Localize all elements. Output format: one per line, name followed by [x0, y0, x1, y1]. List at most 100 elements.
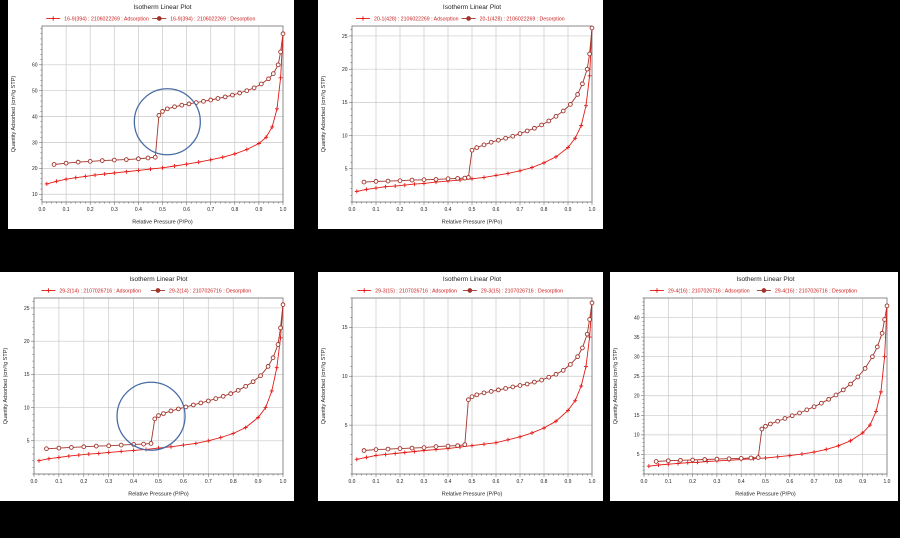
circle-marker-icon: [532, 125, 537, 131]
circle-marker-icon: [270, 355, 276, 361]
x-tick-label: 0.7: [207, 207, 214, 213]
circle-marker-icon: [201, 98, 206, 104]
circle-marker-icon: [421, 445, 427, 450]
x-tick-label: 0.8: [835, 479, 842, 485]
y-axis-label: Quantity Adsorbed (cm³/g STP): [321, 76, 327, 153]
circle-marker-icon: [118, 442, 124, 448]
plus-marker-icon: [278, 75, 283, 80]
circle-marker-icon: [156, 112, 162, 118]
chart-canvas: 0.0 0.1 0.2 0.3 0.4 0.5 0.6 0.7 0.8 0.9 1.0 10 20 30 4…: [11, 4, 287, 226]
chart-canvas: 0.0 0.1 0.2 0.3 0.4 0.5 0.6 0.7 0.8 0.9 1.0 5 10 15 20…: [321, 4, 596, 226]
circle-marker-icon: [811, 404, 817, 410]
circle-marker-icon: [874, 344, 880, 350]
plus-marker-icon: [36, 458, 41, 463]
y-tick-label: 5: [637, 452, 640, 458]
plus-marker-icon: [54, 179, 59, 184]
circle-marker-icon: [503, 386, 508, 391]
plus-marker-icon: [193, 441, 198, 446]
y-tick-label: 10: [32, 192, 38, 198]
circle-marker-icon: [176, 406, 181, 412]
circle-marker-icon: [99, 158, 105, 163]
circle-marker-icon: [280, 31, 286, 37]
plus-marker-icon: [412, 182, 417, 187]
circle-marker-icon: [385, 178, 391, 184]
plus-marker-icon: [470, 443, 474, 448]
x-tick-label: 0.4: [445, 479, 452, 485]
circle-marker-icon: [280, 302, 286, 307]
circle-marker-icon: [575, 92, 580, 97]
x-tick-label: 0.2: [80, 479, 87, 485]
y-tick-label: 40: [634, 315, 640, 321]
circle-marker-icon: [466, 397, 471, 403]
x-tick-label: 0.2: [87, 207, 94, 213]
plus-marker-icon: [220, 155, 225, 160]
x-tick-label: 0.4: [130, 479, 137, 485]
circle-marker-icon: [539, 377, 544, 383]
circle-marker-icon: [568, 362, 573, 367]
plus-marker-icon: [482, 442, 486, 447]
circle-marker-icon: [51, 162, 57, 167]
plus-marker-icon: [374, 186, 378, 191]
circle-marker-icon: [481, 142, 487, 148]
plus-marker-icon: [506, 171, 510, 176]
plus-marker-icon: [867, 423, 872, 428]
legend-label: 29-2(14) : 2107026716 : Adsorption: [59, 288, 141, 294]
x-tick-label: 1.0: [280, 479, 287, 485]
circle-marker-icon: [738, 456, 744, 461]
circle-marker-icon: [275, 342, 281, 347]
circle-marker-icon: [145, 155, 151, 161]
circle-marker-icon: [584, 331, 590, 337]
y-tick-label: 10: [342, 133, 348, 139]
plus-marker-icon: [518, 168, 522, 173]
circle-marker-icon: [155, 288, 161, 293]
y-tick-label: 10: [634, 433, 640, 439]
plus-marker-icon: [354, 189, 359, 194]
plus-marker-icon: [695, 460, 700, 465]
plus-marker-icon: [96, 451, 101, 456]
circle-marker-icon: [373, 447, 379, 452]
circle-marker-icon: [759, 426, 765, 432]
circle-marker-icon: [517, 383, 523, 388]
circle-marker-icon: [510, 384, 516, 390]
x-tick-label: 0.1: [373, 207, 380, 213]
circle-marker-icon: [763, 423, 768, 429]
plus-marker-icon: [530, 430, 534, 435]
legend-label: 20-1(428) : 2106022269 : Desorption: [480, 16, 565, 22]
chart-canvas: 0.0 0.1 0.2 0.3 0.4 0.5 0.6 0.7 0.8 0.9 1.0 5 10 15 20…: [3, 276, 287, 498]
circle-marker-icon: [517, 131, 523, 136]
y-tick-label: 15: [342, 325, 348, 331]
plus-marker-icon: [874, 409, 879, 414]
circle-marker-icon: [474, 145, 480, 150]
desorption-curve: [53, 33, 284, 165]
x-tick-label: 0.6: [493, 479, 500, 485]
plus-marker-icon: [64, 177, 69, 182]
chart-title: Isotherm Linear Plot: [443, 276, 501, 283]
circle-marker-icon: [532, 379, 537, 385]
x-axis-label: Relative Pressure (P/Po): [442, 492, 503, 498]
plus-marker-icon: [494, 173, 498, 178]
circle-marker-icon: [714, 456, 720, 462]
plus-marker-icon: [168, 444, 173, 449]
y-tick-label: 15: [24, 372, 30, 378]
circle-marker-icon: [455, 176, 460, 181]
circle-marker-icon: [421, 177, 427, 183]
circle-marker-icon: [208, 97, 214, 103]
plus-marker-icon: [264, 135, 269, 140]
x-tick-label: 0.4: [445, 207, 452, 213]
plus-marker-icon: [587, 73, 592, 78]
y-tick-label: 25: [634, 374, 640, 380]
circle-marker-icon: [469, 394, 475, 400]
plus-marker-icon: [46, 288, 51, 293]
plus-marker-icon: [530, 165, 534, 170]
x-axis-label: Relative Pressure (P/Po): [442, 220, 503, 226]
plus-marker-icon: [206, 438, 211, 443]
circle-marker-icon: [275, 62, 281, 68]
x-tick-label: 0.1: [665, 479, 672, 485]
x-tick-label: 0.5: [469, 479, 476, 485]
plus-marker-icon: [587, 335, 592, 340]
circle-marker-icon: [230, 92, 235, 98]
legend-label: 29-4(16) : 2107026716 : Adsorption: [668, 288, 750, 294]
plus-marker-icon: [579, 123, 584, 128]
plus-marker-icon: [274, 106, 279, 111]
x-axis-label: Relative Pressure (P/Po): [132, 220, 193, 226]
